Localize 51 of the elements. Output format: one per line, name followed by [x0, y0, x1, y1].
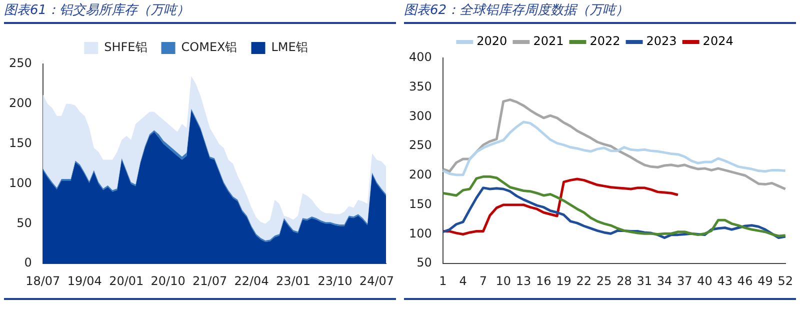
x-tick-label: 16 — [536, 274, 552, 288]
x-tick-label: 10 — [496, 274, 511, 288]
x-tick-label: 20/01 — [109, 274, 144, 288]
x-tick-label: 1 — [439, 274, 447, 288]
chart-title: 图表61：铝交易所库存（万吨） — [4, 0, 396, 24]
legend-label: 2023 — [646, 34, 677, 48]
y-tick-label: 400 — [409, 50, 432, 64]
x-tick-label: 31 — [636, 274, 652, 288]
x-tick-label: 46 — [737, 274, 753, 288]
y-tick-label: 50 — [416, 256, 432, 270]
x-tick-label: 23/10 — [318, 274, 352, 288]
x-tick-label: 13 — [516, 274, 532, 288]
x-tick-label: 18/07 — [26, 274, 60, 288]
y-tick-label: 250 — [9, 56, 32, 70]
x-tick-label: 19/04 — [67, 274, 102, 288]
legend-label: 2024 — [702, 34, 734, 48]
legend-label: COMEX铝 — [181, 40, 238, 54]
x-tick-label: 28 — [616, 274, 632, 288]
x-tick-label: 49 — [758, 274, 773, 288]
y-tick-label: 200 — [9, 96, 32, 110]
x-tick-label: 4 — [459, 274, 467, 288]
y-tick-label: 250 — [409, 138, 432, 152]
x-tick-label: 22 — [576, 274, 592, 288]
legend-label: 2021 — [533, 34, 564, 48]
y-tick-label: 100 — [409, 226, 432, 240]
x-tick-label: 20/10 — [150, 274, 186, 288]
y-tick-label: 0 — [24, 256, 32, 270]
x-tick-label: 21/07 — [192, 274, 228, 288]
x-tick-label: 23/01 — [276, 274, 311, 288]
legend-label: SHFE铝 — [104, 40, 148, 54]
legend-label: 2020 — [476, 34, 508, 48]
x-tick-label: 52 — [778, 274, 794, 288]
x-tick-label: 40 — [697, 274, 712, 288]
legend-label: LME铝 — [271, 40, 308, 54]
x-tick-label: 22/04 — [234, 274, 269, 288]
y-tick-label: 150 — [409, 196, 432, 211]
chart-title: 图表62：全球铝库存周度数据（万吨） — [404, 0, 796, 24]
y-tick-label: 300 — [409, 108, 432, 123]
y-tick-label: 350 — [409, 79, 432, 94]
y-tick-label: 50 — [16, 216, 32, 230]
x-tick-label: 37 — [677, 274, 692, 288]
y-tick-label: 150 — [9, 136, 32, 150]
y-tick-label: 100 — [9, 176, 32, 190]
x-tick-label: 43 — [717, 274, 733, 288]
legend-label: 2022 — [590, 34, 620, 48]
x-tick-label: 7 — [479, 274, 488, 288]
x-tick-label: 25 — [596, 274, 612, 288]
y-tick-label: 200 — [409, 168, 432, 182]
x-tick-label: 19 — [556, 274, 572, 288]
x-tick-label: 24/07 — [359, 274, 394, 288]
x-tick-label: 34 — [656, 274, 672, 288]
